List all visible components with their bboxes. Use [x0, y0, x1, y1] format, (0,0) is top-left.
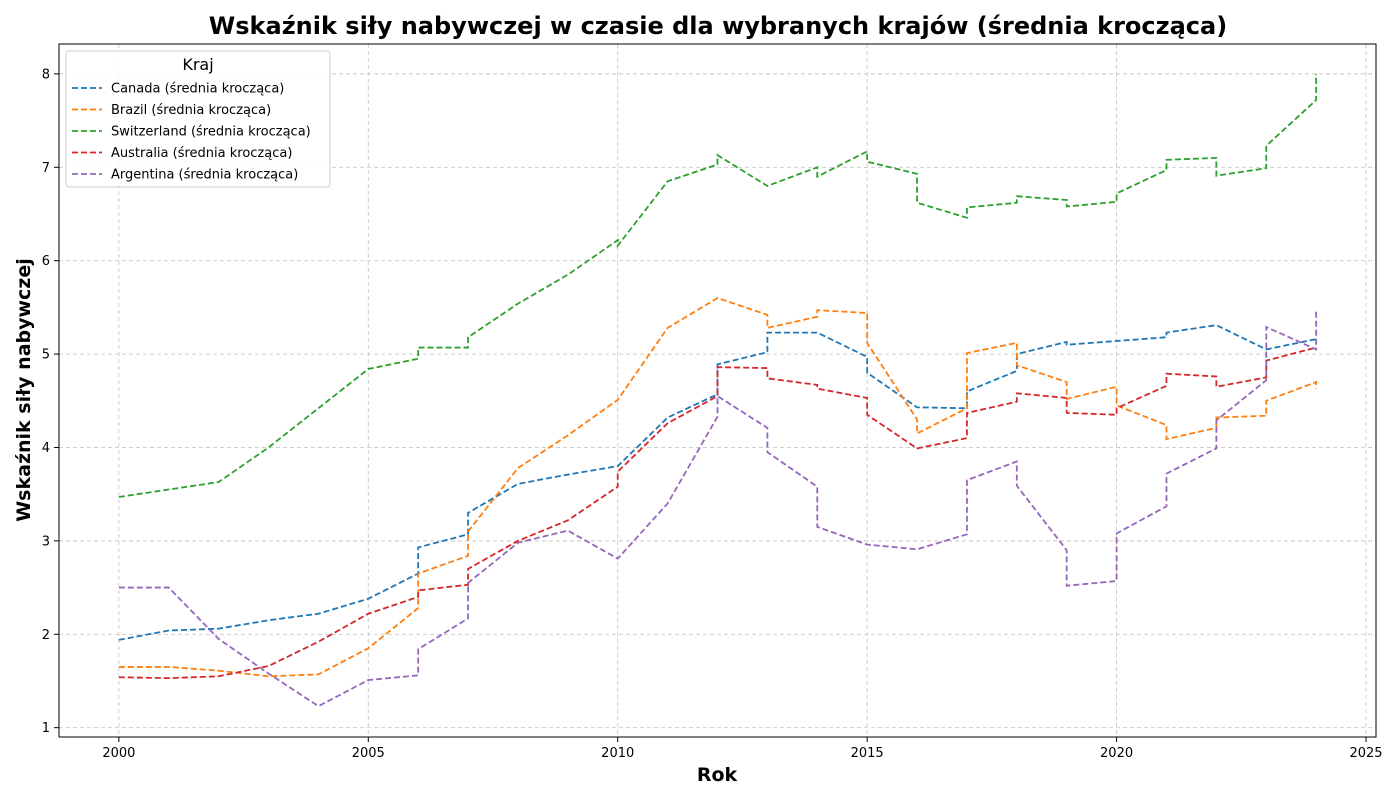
x-tick-label: 2000 — [102, 746, 135, 761]
axis-ticks: 2000 2005 2010 2015 2020 2025 1 2 3 4 5 6 7 8 — [42, 67, 1383, 761]
series-line — [118, 73, 1318, 498]
y-tick-label: 6 — [42, 254, 50, 269]
y-tick-label: 5 — [42, 348, 50, 363]
y-axis-label: Wskaźnik siły nabywczej — [13, 258, 35, 522]
y-tick-label: 1 — [42, 721, 50, 736]
legend-entry-label: Canada (średnia krocząca) — [111, 82, 284, 97]
x-axis-label: Rok — [697, 764, 738, 786]
legend-title: Kraj — [182, 55, 213, 74]
y-tick-label: 2 — [42, 628, 50, 643]
x-tick-label: 2020 — [1100, 746, 1133, 761]
x-tick-label: 2015 — [851, 746, 884, 761]
series-line — [118, 346, 1317, 680]
legend-entry-label: Argentina (średnia krocząca) — [111, 168, 298, 183]
legend-entry-label: Brazil (średnia krocząca) — [111, 103, 271, 118]
legend: Kraj Canada (średnia krocząca) Brazil (śr… — [65, 50, 331, 188]
x-tick-label: 2010 — [601, 746, 634, 761]
y-tick-label: 7 — [42, 161, 50, 176]
x-tick-label: 2005 — [352, 746, 385, 761]
series-line — [118, 309, 1318, 708]
series-group — [118, 73, 1318, 708]
y-tick-label: 8 — [42, 67, 50, 82]
chart-title: Wskaźnik siły nabywczej w czasie dla wyb… — [209, 12, 1227, 40]
series-line — [118, 324, 1317, 641]
legend-entry-label: Australia (średnia krocząca) — [111, 146, 292, 161]
y-tick-label: 3 — [42, 534, 50, 549]
y-tick-label: 4 — [42, 441, 50, 456]
legend-box — [65, 50, 331, 188]
x-tick-label: 2025 — [1349, 746, 1382, 761]
plot-area-frame — [58, 43, 1377, 738]
legend-entry-label: Switzerland (średnia krocząca) — [111, 125, 311, 140]
legend-items: Canada (średnia krocząca) Brazil (średnia… — [72, 82, 311, 183]
